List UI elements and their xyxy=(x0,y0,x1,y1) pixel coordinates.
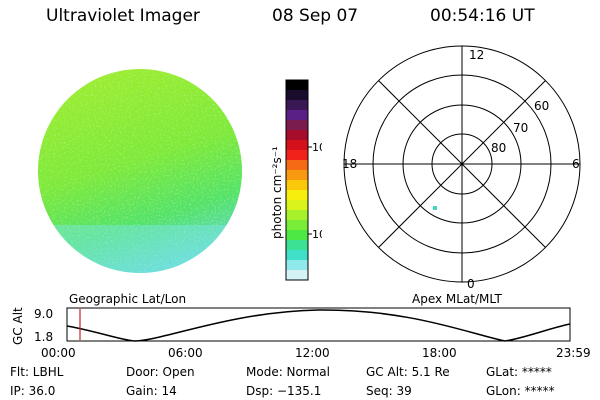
polar-grid: 12 18 6 0 60 70 80 xyxy=(342,45,581,291)
gc-alt-tick-9: 9.0 xyxy=(34,307,53,321)
colorbar-band xyxy=(286,210,308,221)
x-tick-2359: 23:59 xyxy=(556,346,591,360)
colorbar-band xyxy=(286,120,308,131)
mlt-label-6: 6 xyxy=(572,157,580,171)
colorbar-tick-10: 10 xyxy=(312,228,322,241)
apex-mlat-mlt-title: Apex MLat/MLT xyxy=(412,292,502,306)
colorbar-gradient xyxy=(286,80,308,281)
gc-alt-strip: 9.0 1.8 GC Alt 00:00 06:00 12:00 18:00 2… xyxy=(11,307,591,360)
x-tick-0000: 00:00 xyxy=(41,346,76,360)
x-tick-1200: 12:00 xyxy=(295,346,330,360)
colorbar-band xyxy=(286,250,308,261)
colorbar-band xyxy=(286,80,308,91)
door-info: Door: Open xyxy=(126,365,195,379)
mlt-label-12: 12 xyxy=(469,48,484,62)
mlat-label-60: 60 xyxy=(534,99,549,113)
colorbar-band xyxy=(286,100,308,111)
colorbar-band xyxy=(286,260,308,271)
colorbar-band xyxy=(286,180,308,191)
colorbar-unit-label: photon cm⁻²s⁻¹ xyxy=(270,146,284,239)
gain-info: Gain: 14 xyxy=(126,384,177,398)
gc-alt-curve xyxy=(66,309,571,342)
dsp-info: Dsp: −135.1 xyxy=(246,384,322,398)
colorbar-tick-100: 100 xyxy=(312,141,322,154)
colorbar-band xyxy=(286,170,308,181)
colorbar-band xyxy=(286,270,308,281)
ip-info: IP: 36.0 xyxy=(10,384,56,398)
x-tick-1800: 18:00 xyxy=(422,346,457,360)
geographic-image xyxy=(38,69,242,273)
colorbar: 100 10 photon cm⁻²s⁻¹ xyxy=(270,79,322,281)
mlat-label-80: 80 xyxy=(491,141,506,155)
geographic-latlon-title: Geographic Lat/Lon xyxy=(69,292,187,306)
mode-info: Mode: Normal xyxy=(246,365,330,379)
colorbar-band xyxy=(286,240,308,251)
mlt-label-18: 18 xyxy=(342,157,357,171)
image-disk xyxy=(38,69,242,273)
gc-alt-info: GC Alt: 5.1 Re xyxy=(366,365,450,379)
observation-time: 00:54:16 UT xyxy=(430,6,535,26)
observation-date: 08 Sep 07 xyxy=(272,6,359,26)
seq-info: Seq: 39 xyxy=(366,384,412,398)
colorbar-band xyxy=(286,90,308,101)
colorbar-band xyxy=(286,220,308,231)
colorbar-band xyxy=(286,150,308,161)
colorbar-band xyxy=(286,230,308,241)
gc-alt-tick-1-8: 1.8 xyxy=(34,330,53,344)
gc-alt-axis-label: GC Alt xyxy=(11,307,25,345)
glat-info: GLat: ***** xyxy=(486,365,552,379)
x-tick-0600: 06:00 xyxy=(168,346,203,360)
glon-info: GLon: ***** xyxy=(486,384,555,398)
colorbar-band xyxy=(286,130,308,141)
colorbar-band xyxy=(286,140,308,151)
colorbar-band xyxy=(286,160,308,171)
mlat-label-70: 70 xyxy=(513,121,528,135)
colorbar-band xyxy=(286,190,308,201)
instrument-title: Ultraviolet Imager xyxy=(46,6,200,26)
colorbar-band xyxy=(286,200,308,211)
colorbar-band xyxy=(286,110,308,121)
filter-info: Flt: LBHL xyxy=(10,365,64,379)
polar-data-pixel xyxy=(433,206,437,210)
mlt-label-0: 0 xyxy=(467,277,475,291)
